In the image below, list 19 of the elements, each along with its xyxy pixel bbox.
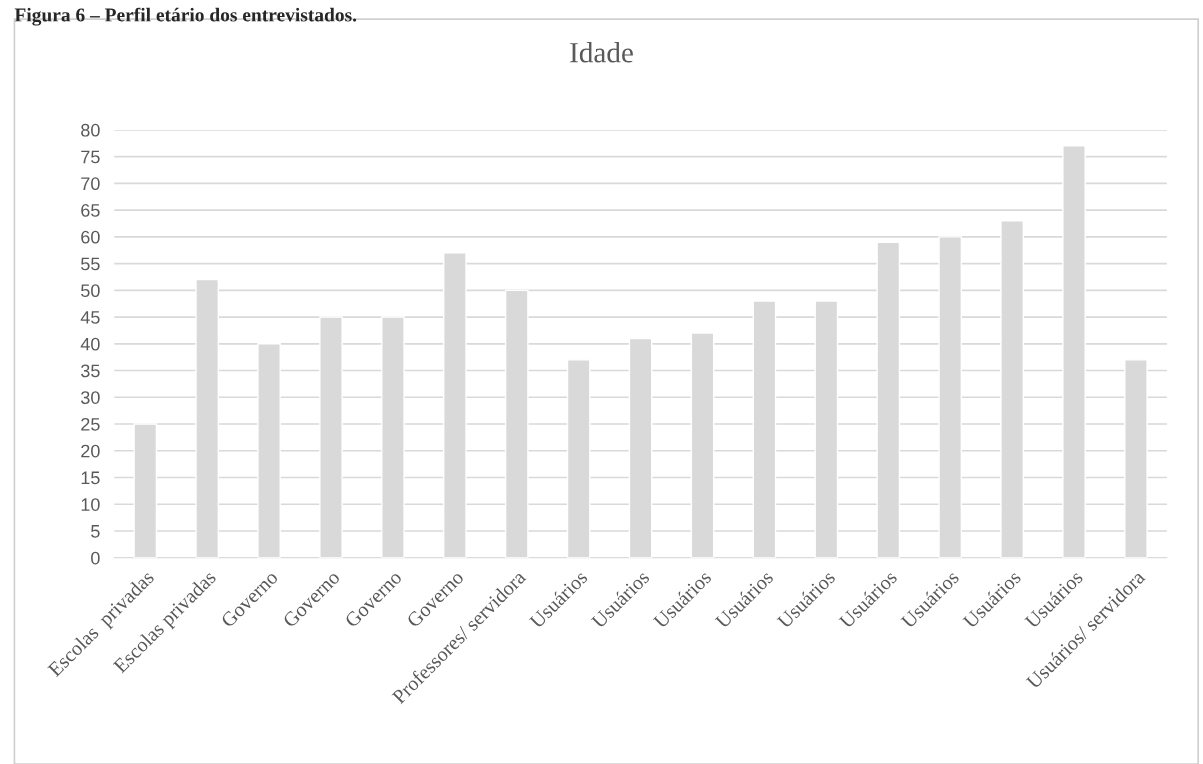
chart-title: Idade bbox=[570, 42, 633, 63]
y-tick-label: 35 bbox=[81, 364, 100, 378]
y-tick-label: 60 bbox=[81, 230, 100, 244]
y-tick-label: 20 bbox=[81, 444, 100, 458]
y-tick-label: 0 bbox=[91, 551, 100, 565]
y-tick-label: 80 bbox=[81, 123, 100, 137]
y-tick-label: 45 bbox=[80, 311, 100, 324]
y-tick-label: 50 bbox=[81, 284, 100, 298]
y-tick-label: 10 bbox=[81, 498, 100, 511]
y-tick-label: 70 bbox=[81, 177, 100, 191]
y-tick-label: 40 bbox=[80, 337, 100, 351]
text: Figura 6 – Perfil etário dos entrevistados. bbox=[14, 7, 357, 26]
y-tick-label: 15 bbox=[81, 471, 100, 485]
y-tick-label: 75 bbox=[81, 150, 100, 164]
y-tick-label: 5 bbox=[91, 525, 100, 538]
y-tick-label: 30 bbox=[81, 391, 100, 404]
y-tick-label: 55 bbox=[81, 257, 100, 271]
y-tick-label: 25 bbox=[81, 417, 100, 431]
y-tick-label: 65 bbox=[81, 204, 100, 217]
